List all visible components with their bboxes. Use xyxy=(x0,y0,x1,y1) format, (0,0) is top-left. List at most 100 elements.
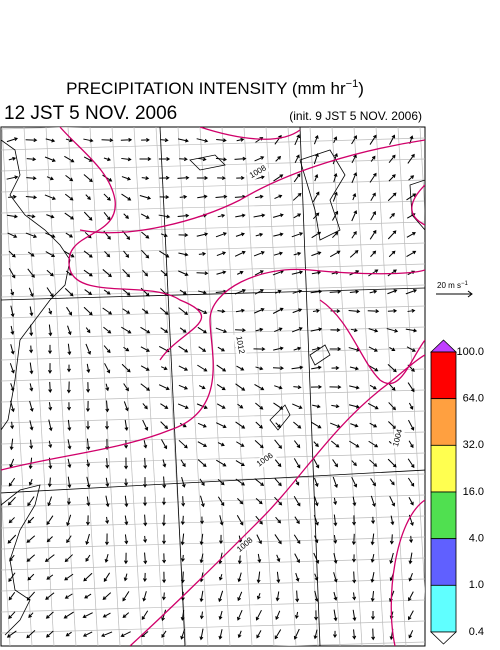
wind-arrow xyxy=(235,460,245,466)
grid-line xyxy=(1,515,425,529)
wind-arrow xyxy=(368,346,378,352)
wind-arrow xyxy=(9,554,15,562)
wind-arrow xyxy=(389,552,394,564)
wind-arrow xyxy=(139,157,152,161)
wind-arrow xyxy=(389,134,396,145)
contour-label-bg xyxy=(253,449,277,471)
wind-arrow xyxy=(29,439,34,450)
wind-arrow xyxy=(124,534,129,545)
wind-arrow xyxy=(351,554,356,563)
wind-arrow xyxy=(329,347,342,351)
wind-arrow xyxy=(275,516,282,524)
wind-arrow xyxy=(7,232,18,238)
wind-arrow xyxy=(159,175,170,180)
wind-arrow xyxy=(199,628,204,641)
wind-arrow xyxy=(275,591,280,602)
wind-arrow xyxy=(67,343,72,356)
wind-arrow xyxy=(180,533,185,546)
wind-arrow xyxy=(390,515,395,526)
wind-arrow xyxy=(103,193,111,201)
wind-arrow xyxy=(160,270,168,277)
wind-arrow xyxy=(141,610,149,621)
wind-arrow xyxy=(199,478,205,486)
wind-arrow xyxy=(215,194,228,199)
wind-arrow xyxy=(273,174,284,182)
wind-arrow xyxy=(6,214,18,219)
wind-arrow xyxy=(311,421,322,429)
wind-arrow xyxy=(291,232,304,238)
wind-arrow xyxy=(102,592,112,600)
wind-arrow xyxy=(352,496,357,507)
wind-arrow xyxy=(293,346,302,351)
coastline xyxy=(409,179,425,231)
wind-arrow xyxy=(159,195,170,200)
wind-arrow xyxy=(333,553,338,564)
wind-arrow xyxy=(27,214,36,219)
wind-arrow xyxy=(197,308,208,314)
wind-arrow xyxy=(178,307,189,315)
wind-arrow xyxy=(273,402,284,410)
wind-arrow xyxy=(178,439,188,449)
wind-arrow xyxy=(82,631,93,637)
wind-arrow xyxy=(161,592,166,601)
wind-arrow xyxy=(351,135,357,145)
wind-arrow xyxy=(101,631,113,638)
wind-scale-label: 20 m s−1 xyxy=(437,281,469,291)
wind-arrow xyxy=(46,176,54,181)
wind-arrow xyxy=(387,289,398,295)
wind-arrow xyxy=(237,591,243,602)
grid-line xyxy=(1,452,425,466)
contour-label-bg xyxy=(233,534,257,556)
wind-arrow xyxy=(124,515,129,526)
wind-arrow xyxy=(332,153,338,165)
wind-arrow xyxy=(86,382,91,393)
wind-arrow xyxy=(45,630,54,638)
wind-arrow xyxy=(64,193,74,201)
wind-arrow xyxy=(348,404,360,409)
wind-arrow xyxy=(142,419,149,431)
wind-arrow xyxy=(276,571,281,584)
wind-arrow xyxy=(48,324,53,337)
wind-scale-arrow xyxy=(436,290,473,298)
wind-arrow xyxy=(275,155,282,162)
wind-arrow xyxy=(234,156,247,161)
wind-arrow xyxy=(122,269,131,278)
wind-arrow xyxy=(197,364,208,372)
wind-arrow xyxy=(237,609,243,621)
wind-arrow xyxy=(177,213,190,218)
wind-arrow xyxy=(314,590,319,603)
colorbar-label: 100.0 xyxy=(456,346,484,358)
grid-line xyxy=(1,599,425,613)
wind-arrow xyxy=(330,422,341,428)
wind-arrow xyxy=(67,419,72,432)
wind-arrow xyxy=(293,496,301,507)
wind-arrow xyxy=(370,553,375,563)
grid-line xyxy=(1,127,33,646)
wind-arrow xyxy=(161,497,166,506)
wind-arrow xyxy=(104,363,111,374)
wind-arrow xyxy=(196,403,208,410)
wind-arrow xyxy=(218,590,224,603)
wind-arrow xyxy=(179,289,187,295)
wind-arrow xyxy=(370,250,377,258)
wind-arrow xyxy=(84,289,93,295)
wind-arrow xyxy=(143,496,148,507)
wind-arrow xyxy=(45,592,55,600)
wind-arrow xyxy=(408,496,414,506)
title-close: ) xyxy=(358,79,364,98)
wind-arrow xyxy=(255,232,264,237)
wind-arrow xyxy=(102,307,113,315)
wind-arrow xyxy=(142,403,148,410)
wind-arrow xyxy=(293,213,302,219)
wind-arrow xyxy=(310,327,323,332)
wind-arrow xyxy=(105,516,110,525)
wind-arrow xyxy=(351,460,357,467)
wind-arrow xyxy=(408,630,414,639)
wind-arrow xyxy=(85,533,90,545)
wind-arrow xyxy=(120,631,131,638)
wind-arrow xyxy=(196,138,209,143)
wind-arrow xyxy=(215,422,227,429)
wind-arrow xyxy=(120,137,133,142)
wind-arrow xyxy=(102,612,111,618)
wind-arrow xyxy=(352,515,357,526)
